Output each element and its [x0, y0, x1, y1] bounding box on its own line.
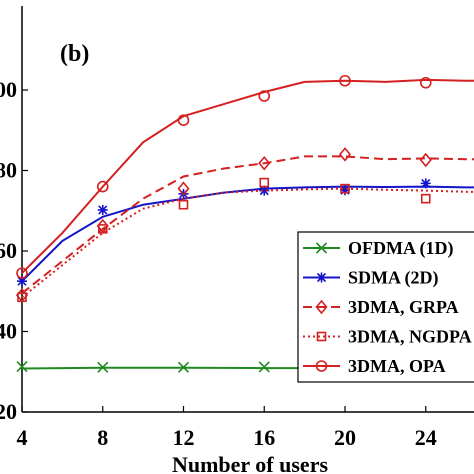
data-point: [177, 181, 190, 196]
data-point: [16, 267, 28, 279]
series-3dma-ngdpa: [17, 177, 474, 303]
data-point: [315, 242, 328, 254]
y-tick-label: 80: [0, 158, 17, 183]
legend-label: SDMA (2D): [348, 268, 439, 289]
x-tick-label: 4: [17, 425, 28, 450]
asterisk-marker: [17, 276, 27, 287]
x-marker: [258, 361, 270, 373]
data-point: [316, 272, 327, 283]
legend-label: 3DMA, NGDPA: [348, 327, 472, 347]
data-point: [178, 199, 189, 210]
data-point: [420, 193, 431, 204]
x-axis-label: Number of users: [172, 452, 328, 474]
series-line: [21, 155, 474, 295]
data-point: [96, 218, 109, 234]
data-point: [315, 360, 328, 372]
data-point: [17, 292, 27, 303]
asterisk-marker: [420, 178, 431, 189]
data-point: [177, 114, 190, 126]
data-point: [16, 360, 28, 373]
x-marker: [97, 361, 109, 373]
x-tick-label: 20: [334, 425, 356, 450]
data-point: [97, 361, 109, 373]
asterisk-marker: [316, 272, 327, 283]
legend-item: 3DMA, OPA: [303, 356, 446, 376]
data-point: [315, 299, 328, 315]
asterisk-marker: [97, 204, 108, 215]
legend-label: 3DMA, GRPA: [348, 297, 459, 317]
data-point: [96, 180, 109, 193]
y-tick-label: 20: [0, 399, 17, 424]
x-tick-label: 16: [253, 425, 275, 450]
y-tick-label: 00: [0, 77, 17, 102]
data-point: [97, 224, 108, 234]
x-tick-label: 12: [173, 425, 195, 450]
data-point: [259, 185, 270, 196]
data-point: [258, 361, 270, 373]
data-point: [258, 156, 271, 171]
panel-label: (b): [60, 41, 89, 67]
asterisk-marker: [259, 185, 270, 196]
series-sdma-2d: [17, 178, 474, 287]
x-marker: [315, 242, 328, 254]
legend-item: SDMA (2D): [303, 268, 439, 289]
data-point: [316, 331, 327, 342]
legend-item: OFDMA (1D): [303, 238, 453, 259]
data-point: [340, 183, 350, 194]
x-marker: [177, 361, 190, 373]
legend-label: 3DMA, OPA: [348, 356, 446, 376]
x-tick-label: 8: [97, 425, 108, 450]
legend: OFDMA (1D) SDMA (2D) 3DMA, GRPA 3DMA, NGDPA…: [297, 231, 474, 383]
x-marker: [16, 360, 28, 373]
series-line: [21, 78, 474, 274]
data-point: [258, 90, 271, 102]
data-point: [17, 276, 27, 287]
x-tick-label: 24: [415, 425, 437, 450]
data-point: [97, 204, 108, 215]
data-point: [419, 76, 432, 89]
y-tick-label: 60: [0, 238, 17, 263]
data-point: [420, 178, 431, 189]
asterisk-marker: [340, 185, 350, 196]
legend-item: 3DMA, GRPA: [303, 297, 459, 317]
data-point: [340, 185, 350, 196]
data-point: [339, 74, 351, 87]
legend-label: OFDMA (1D): [348, 238, 453, 259]
legend-item: 3DMA, NGDPA: [303, 327, 472, 347]
data-point: [259, 177, 270, 188]
data-point: [419, 152, 432, 168]
series-3dma-opa: [16, 74, 474, 279]
axis-layer: 4 8 12 16 20 24 20 40 60 80 00: [0, 77, 437, 450]
data-point: [177, 361, 190, 373]
y-tick-label: 40: [0, 319, 17, 344]
plot-frame-layer: [21, 6, 474, 413]
data-point: [338, 147, 352, 162]
